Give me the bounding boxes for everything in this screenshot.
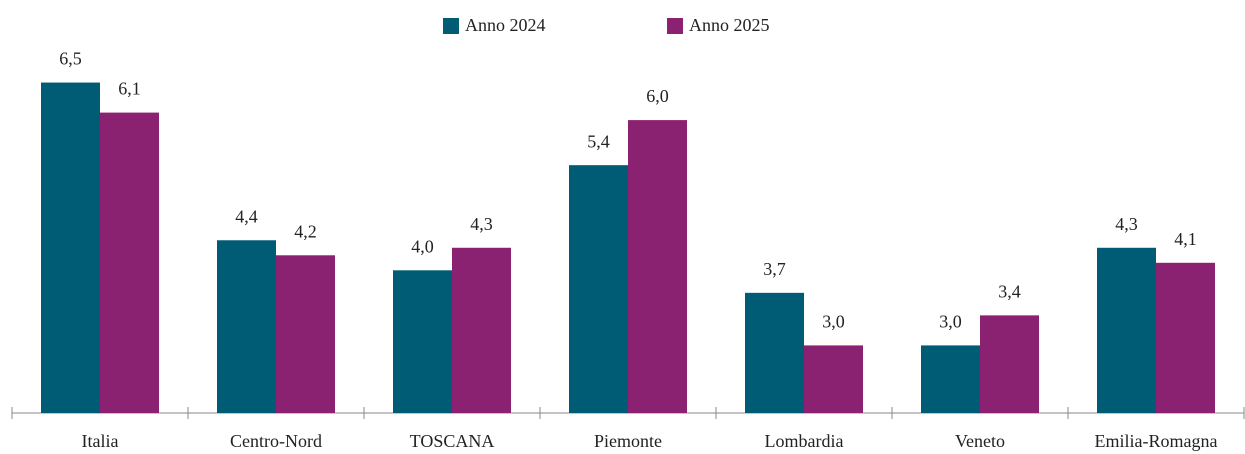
legend-label: Anno 2024: [465, 15, 546, 35]
value-label: 6,5: [59, 49, 82, 69]
value-label: 6,0: [646, 86, 669, 106]
x-tick-label: Veneto: [955, 431, 1005, 451]
x-tick-label: Lombardia: [765, 431, 844, 451]
value-label: 5,4: [587, 131, 610, 151]
x-tick-label: Emilia-Romagna: [1095, 431, 1218, 451]
bar: [921, 345, 980, 413]
legend-label: Anno 2025: [689, 15, 770, 35]
bar: [745, 292, 804, 413]
legend-swatch: [667, 18, 683, 34]
bar: [569, 165, 628, 413]
bar: [452, 247, 511, 413]
value-label: 4,3: [1115, 214, 1138, 234]
bar: [393, 270, 452, 413]
bar: [100, 112, 159, 414]
x-tick-label: Italia: [82, 431, 119, 451]
value-label: 4,3: [470, 214, 493, 234]
value-label: 3,0: [939, 312, 962, 332]
value-label: 3,4: [998, 281, 1021, 301]
x-tick-label: Centro-Nord: [230, 431, 322, 451]
value-label: 3,0: [822, 312, 845, 332]
x-tick-label: Piemonte: [594, 431, 662, 451]
x-tick-label: TOSCANA: [410, 431, 495, 451]
value-label: 4,2: [294, 221, 317, 241]
bar: [276, 255, 335, 413]
value-label: 3,7: [763, 259, 786, 279]
bar: [41, 82, 100, 413]
bar: [804, 345, 863, 413]
value-label: 4,1: [1174, 229, 1197, 249]
bar: [980, 315, 1039, 413]
value-label: 4,4: [235, 206, 258, 226]
legend-swatch: [443, 18, 459, 34]
bar: [628, 120, 687, 413]
value-label: 6,1: [118, 79, 141, 99]
bar: [1097, 247, 1156, 413]
bar: [1156, 262, 1215, 413]
value-label: 4,0: [411, 236, 434, 256]
bar: [217, 240, 276, 413]
